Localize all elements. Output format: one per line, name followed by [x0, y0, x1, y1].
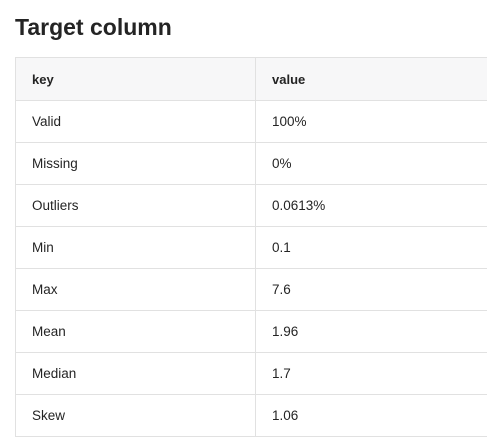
table-row: Mean 1.96 [15, 310, 487, 353]
table-row: Missing 0% [15, 142, 487, 185]
table-row: Skew 1.06 [15, 394, 487, 437]
column-header-key: key [15, 57, 256, 101]
row-value: 100% [255, 100, 487, 143]
row-value: 1.7 [255, 352, 487, 395]
row-value: 7.6 [255, 268, 487, 311]
row-key: Outliers [15, 184, 256, 227]
row-value: 1.06 [255, 394, 487, 437]
table-row: Outliers 0.0613% [15, 184, 487, 227]
row-key: Min [15, 226, 256, 269]
table-row: Max 7.6 [15, 268, 487, 311]
table-row: Valid 100% [15, 100, 487, 143]
table-header-row: key value [15, 57, 487, 101]
table-row: Min 0.1 [15, 226, 487, 269]
row-value: 0.1 [255, 226, 487, 269]
row-key: Median [15, 352, 256, 395]
row-key: Valid [15, 100, 256, 143]
row-value: 0% [255, 142, 487, 185]
row-key: Missing [15, 142, 256, 185]
row-key: Skew [15, 394, 256, 437]
page-title: Target column [15, 14, 172, 40]
table-row: Median 1.7 [15, 352, 487, 395]
row-value: 0.0613% [255, 184, 487, 227]
target-column-table: key value Valid 100% Missing 0% Outliers… [15, 57, 487, 437]
row-key: Mean [15, 310, 256, 353]
column-header-value: value [255, 57, 487, 101]
row-key: Max [15, 268, 256, 311]
row-value: 1.96 [255, 310, 487, 353]
